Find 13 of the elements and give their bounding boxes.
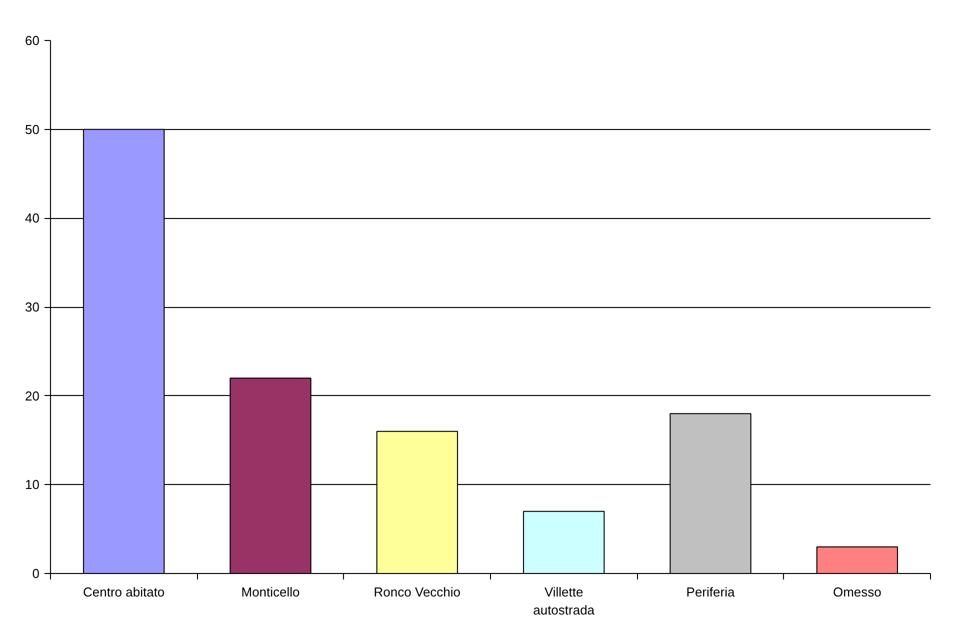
- x-tick-label: Monticello: [241, 584, 300, 600]
- y-tick-label: 50: [25, 122, 40, 137]
- y-tick-label: 30: [25, 300, 40, 314]
- x-tick-label: Centro abitato: [83, 584, 165, 600]
- y-tick-label: 60: [25, 33, 40, 48]
- x-tick-label: Ronco Vecchio: [374, 584, 461, 600]
- x-tick-label: Omesso: [832, 584, 882, 600]
- y-tick-label: 10: [25, 477, 40, 492]
- x-tick-label: Villette autostrada: [533, 584, 596, 618]
- y-tick-label: 20: [25, 388, 40, 404]
- y-tick-label: 0: [32, 566, 40, 581]
- x-tick-label: Periferia: [686, 584, 736, 600]
- y-tick-label: 40: [25, 210, 40, 226]
